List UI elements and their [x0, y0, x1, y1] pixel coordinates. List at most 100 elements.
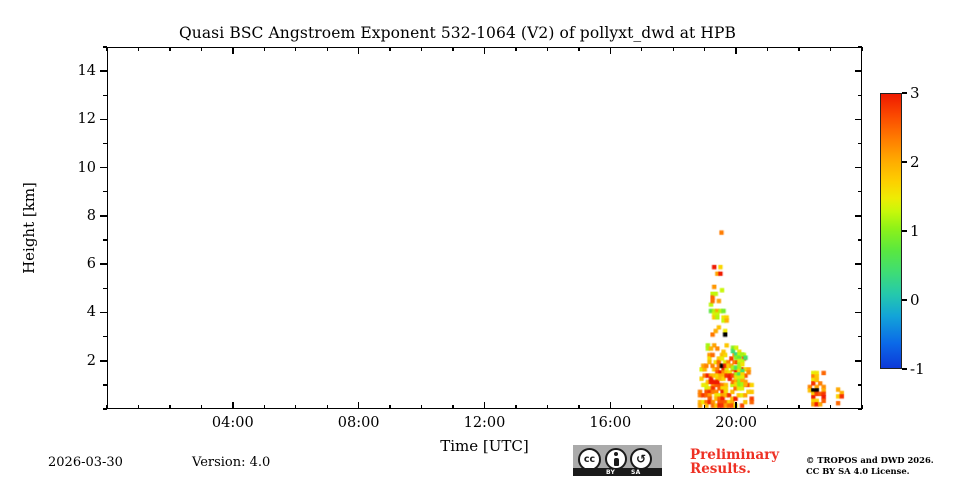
y-axis-title: Height [km] [20, 182, 38, 274]
x-minor-tick [420, 405, 423, 409]
y-major-tick [100, 263, 107, 265]
footer-date: 2026-03-30 [48, 455, 123, 470]
y-minor-tick-right [858, 46, 862, 48]
x-major-tick [735, 402, 737, 409]
x-major-tick-top [609, 47, 612, 54]
x-major-tick [609, 402, 612, 409]
y-minor-tick [103, 408, 107, 410]
colorbar-tick-label: 1 [910, 222, 920, 240]
y-tick-label: 10 [77, 159, 96, 176]
y-minor-tick [103, 191, 107, 193]
x-major-tick [232, 402, 234, 409]
x-major-tick-top [735, 47, 737, 54]
x-minor-tick [452, 405, 454, 409]
colorbar-tick [902, 368, 907, 370]
copyright-line-2: CC BY SA 4.0 License. [806, 465, 910, 476]
x-minor-tick [798, 405, 800, 409]
y-major-tick [100, 215, 107, 217]
colorbar-tick-label: 3 [910, 84, 920, 102]
x-minor-tick [515, 405, 517, 409]
y-tick-label: 14 [77, 63, 96, 80]
x-minor-tick-top [263, 47, 265, 51]
y-major-tick-right [855, 166, 862, 169]
x-tick-label: 12:00 [463, 415, 506, 431]
y-tick-label: 8 [86, 207, 96, 224]
y-major-tick [100, 359, 107, 362]
x-major-tick [483, 402, 486, 409]
colorbar-tick-label: -1 [910, 360, 925, 378]
colorbar-tick [902, 92, 907, 94]
y-minor-tick-right [858, 142, 862, 145]
y-major-tick [100, 70, 107, 72]
x-minor-tick-top [861, 47, 863, 51]
x-minor-tick-top [641, 47, 643, 51]
y-major-tick-right [855, 359, 862, 362]
y-minor-tick-right [858, 94, 862, 96]
y-major-tick-right [855, 70, 862, 72]
x-minor-tick-top [420, 47, 423, 51]
cc-by-person-icon [605, 448, 627, 470]
cc-by-head [614, 452, 618, 456]
x-minor-tick [704, 405, 706, 409]
copyright-notice: © TROPOS and DWD 2026. CC BY SA 4.0 Lice… [806, 455, 934, 476]
x-axis-title: Time [UTC] [440, 437, 529, 455]
y-minor-tick-right [858, 239, 862, 241]
x-minor-tick-top [169, 47, 171, 51]
x-major-tick [357, 402, 360, 409]
colorbar-tick-label: 0 [910, 291, 920, 309]
colorbar-tick [902, 161, 907, 163]
x-minor-tick [169, 405, 171, 409]
x-minor-tick [578, 405, 580, 409]
cc-by-label: BY [606, 468, 616, 476]
cc-license-badge-icon[interactable]: cc ↺ BY SA [573, 445, 662, 476]
y-major-tick [100, 118, 107, 121]
x-minor-tick [672, 405, 674, 409]
y-tick-label: 12 [77, 111, 96, 128]
colorbar-tick [902, 230, 907, 232]
x-minor-tick [861, 405, 863, 409]
x-major-tick-top [357, 47, 360, 54]
x-tick-label: 20:00 [715, 415, 758, 431]
x-minor-tick [326, 405, 328, 409]
chart-title: Quasi BSC Angstroem Exponent 532-1064 (V… [178, 24, 737, 42]
cc-by-body [613, 457, 619, 466]
x-tick-label: 16:00 [589, 415, 632, 431]
y-minor-tick-right [858, 408, 862, 410]
y-minor-tick [103, 287, 107, 290]
cc-badge-top: cc ↺ [573, 445, 662, 471]
x-minor-tick-top [137, 47, 140, 51]
x-minor-tick [106, 405, 108, 409]
x-minor-tick [766, 405, 769, 409]
x-major-tick-top [232, 47, 234, 54]
cc-share-alike-icon: ↺ [630, 448, 652, 470]
x-minor-tick [295, 405, 297, 409]
copyright-line-1: © TROPOS and DWD 2026. [806, 455, 934, 465]
x-minor-tick-top [578, 47, 580, 51]
y-major-tick [100, 311, 107, 314]
x-major-tick-top [483, 47, 486, 54]
preliminary-line-1: Preliminary [690, 447, 780, 463]
y-minor-tick-right [858, 287, 862, 290]
x-tick-label: 08:00 [337, 415, 380, 431]
y-minor-tick [103, 46, 107, 48]
x-minor-tick-top [452, 47, 454, 51]
y-minor-tick [103, 94, 107, 96]
x-minor-tick-top [295, 47, 297, 51]
x-minor-tick-top [766, 47, 769, 51]
x-minor-tick [200, 405, 203, 409]
x-minor-tick-top [672, 47, 674, 51]
y-minor-tick-right [858, 335, 862, 338]
y-major-tick-right [855, 311, 862, 314]
plot-area [107, 47, 862, 409]
y-minor-tick [103, 384, 107, 386]
x-minor-tick-top [515, 47, 517, 51]
colorbar [880, 93, 902, 369]
y-minor-tick [103, 239, 107, 241]
x-minor-tick [263, 405, 265, 409]
x-minor-tick [389, 405, 391, 409]
y-major-tick-right [855, 263, 862, 265]
x-minor-tick-top [704, 47, 706, 51]
y-major-tick-right [855, 215, 862, 217]
x-minor-tick-top [798, 47, 800, 51]
